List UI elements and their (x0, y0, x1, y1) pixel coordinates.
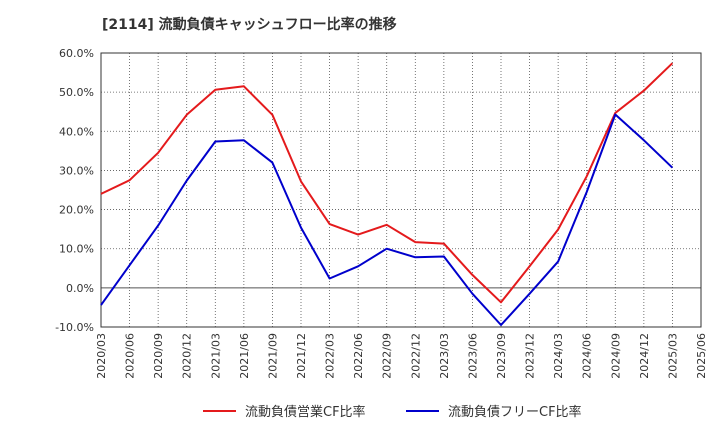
series-2 (100, 113, 674, 326)
legend-label-1: 流動負債営業CF比率 (245, 404, 366, 420)
x-tick-label: 2024/09 (609, 333, 622, 379)
plot-border (100, 52, 702, 328)
x-axis: 2020/03 2020/06 2020/09 2020/12 2021/03 2021/… (95, 333, 708, 379)
x-tick-label: 2022/12 (409, 333, 422, 379)
series-line-2 (100, 113, 674, 326)
x-tick-label: 2020/12 (181, 333, 194, 379)
x-tick-label: 2022/06 (352, 333, 365, 379)
legend: 流動負債営業CF比率 流動負債フリーCF比率 (203, 404, 582, 420)
series-layer (100, 62, 674, 326)
series-line-1 (100, 62, 674, 304)
y-tick-label: 0.0% (66, 282, 94, 295)
series-1 (100, 62, 674, 304)
x-tick-label: 2025/03 (666, 333, 679, 379)
x-tick-label: 2023/09 (495, 333, 508, 379)
x-tick-label: 2023/03 (438, 333, 451, 379)
grid (100, 52, 702, 328)
x-tick-label: 2020/03 (95, 333, 108, 379)
y-tick-label: 50.0% (59, 86, 94, 99)
x-tick-label: 2022/09 (381, 333, 394, 379)
legend-label-2: 流動負債フリーCF比率 (448, 404, 582, 420)
x-tick-label: 2024/06 (581, 333, 594, 379)
y-tick-label: 30.0% (59, 164, 94, 177)
x-tick-label: 2021/03 (209, 333, 222, 379)
y-tick-label: 40.0% (59, 125, 94, 138)
plot-area (100, 52, 702, 328)
chart-title: [2114] 流動負債キャッシュフロー比率の推移 (102, 17, 397, 33)
x-tick-label: 2021/06 (238, 333, 251, 379)
y-tick-label: -10.0% (55, 321, 94, 334)
x-tick-label: 2024/12 (638, 333, 651, 379)
y-tick-label: 60.0% (59, 47, 94, 60)
x-tick-label: 2020/06 (124, 333, 137, 379)
x-tick-label: 2023/06 (466, 333, 479, 379)
y-axis: -10.0% 0.0% 10.0% 20.0% 30.0% 40.0% 50.0% 60.0% (55, 47, 94, 334)
x-tick-label: 2023/12 (524, 333, 537, 379)
x-tick-label: 2024/03 (552, 333, 565, 379)
x-tick-label: 2021/09 (266, 333, 279, 379)
x-tick-label: 2021/12 (295, 333, 308, 379)
y-tick-label: 20.0% (59, 204, 94, 217)
x-tick-label: 2022/03 (324, 333, 337, 379)
x-tick-label: 2025/06 (695, 333, 708, 379)
x-tick-label: 2020/09 (152, 333, 165, 379)
y-tick-label: 10.0% (59, 243, 94, 256)
